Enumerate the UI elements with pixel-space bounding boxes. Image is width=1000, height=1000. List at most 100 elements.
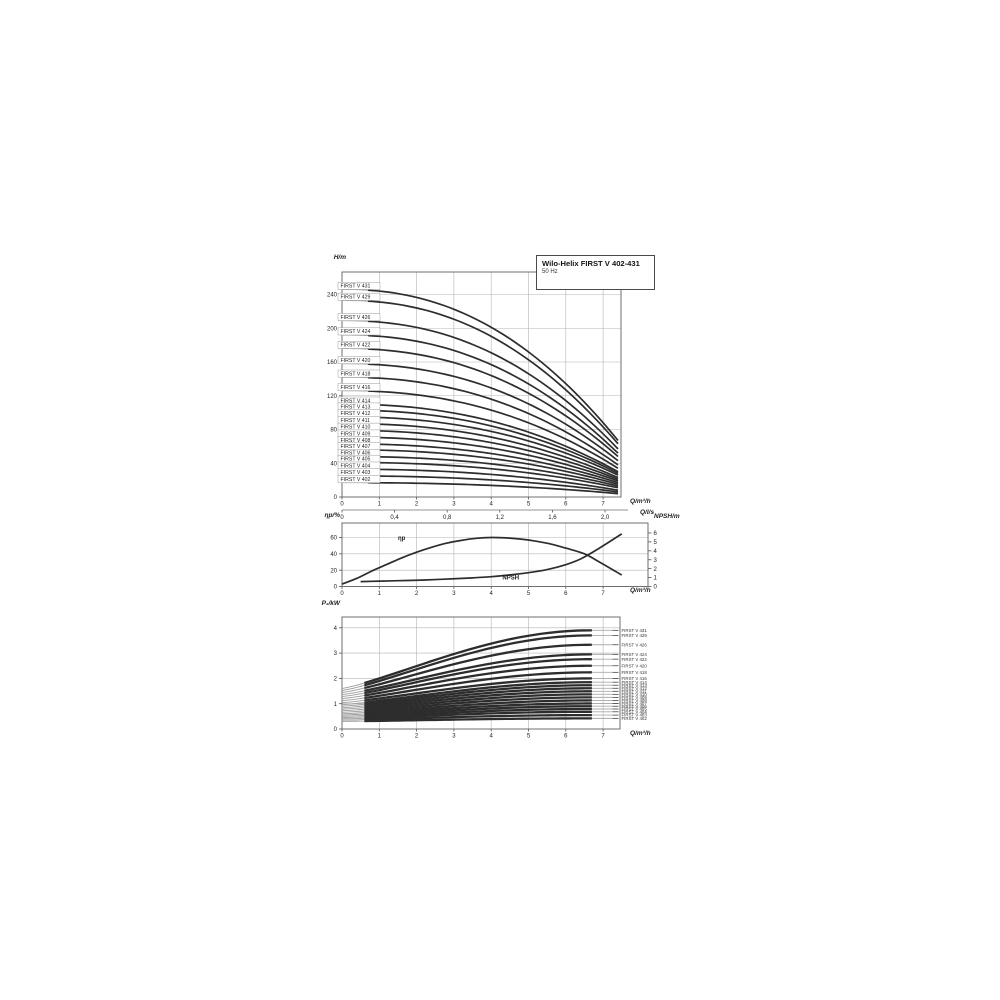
svg-text:40: 40 (330, 461, 337, 467)
svg-text:4: 4 (654, 549, 658, 555)
curve-label-box (337, 383, 381, 391)
curve-label: FIRST V 420 (341, 358, 371, 364)
curve-label: FIRST V 409 (622, 695, 648, 700)
curve-label: FIRST V 424 (622, 652, 648, 657)
svg-text:0: 0 (654, 585, 658, 591)
curve-label: FIRST V 402 (622, 716, 648, 721)
curve-label: FIRST V 407 (341, 444, 371, 450)
svg-text:6: 6 (564, 591, 568, 597)
curve-label: FIRST V 405 (341, 457, 371, 463)
svg-text:6: 6 (564, 734, 568, 740)
curve-label: FIRST V 422 (341, 343, 371, 349)
curve-label: ηp (398, 536, 406, 542)
svg-text:7: 7 (601, 502, 605, 508)
svg-text:80: 80 (330, 428, 337, 434)
power-x-axis-label: Q/m³/h (630, 730, 651, 737)
curve-label: FIRST V 412 (622, 686, 648, 691)
curve-label: FIRST V 424 (341, 329, 371, 335)
curve-label: FIRST V 406 (341, 451, 371, 457)
svg-text:2: 2 (334, 677, 338, 683)
svg-text:240: 240 (327, 293, 338, 299)
svg-text:200: 200 (327, 326, 338, 332)
secondary-x-axis: 0 0,4 0,8 1,2 1,6 2,0 (340, 509, 628, 521)
curve-label-box (337, 292, 381, 301)
curve-label: FIRST V 402 (341, 477, 371, 483)
svg-text:2: 2 (415, 734, 419, 740)
curve-label: FIRST V 422 (622, 657, 648, 662)
grid: 0 1 2 3 4 5 6 7 0 40 80 120 160 200 240 (327, 271, 622, 508)
svg-text:20: 20 (330, 568, 337, 574)
npsh-axis-ticks: 0 1 2 3 4 5 6 (648, 531, 658, 591)
curve-label: FIRST V 411 (622, 689, 648, 694)
svg-text:3: 3 (654, 558, 658, 564)
curve-label: FIRST V 403 (622, 713, 648, 718)
curve-label: FIRST V 420 (622, 663, 648, 668)
svg-text:1: 1 (378, 734, 382, 740)
svg-text:5: 5 (527, 734, 531, 740)
curve-label: FIRST V 431 (341, 284, 371, 290)
curve-label-box (337, 356, 381, 364)
curve-label: FIRST V 409 (341, 431, 371, 437)
curve-label: FIRST V 403 (341, 470, 371, 476)
svg-text:7: 7 (601, 591, 605, 597)
curve-label-box (337, 341, 381, 349)
curve-label: FIRST V 411 (341, 418, 371, 424)
svg-text:4: 4 (490, 591, 494, 597)
svg-text:1: 1 (334, 702, 338, 708)
svg-text:0: 0 (334, 495, 338, 501)
svg-text:0: 0 (340, 502, 344, 508)
curve-label: FIRST V 410 (622, 692, 648, 697)
svg-text:3: 3 (452, 502, 456, 508)
curve-label: NPSH (502, 576, 519, 582)
svg-text:120: 120 (327, 394, 338, 400)
svg-text:1,6: 1,6 (548, 515, 557, 521)
grid: 0 1 2 3 4 5 6 7 0 20 40 60 (330, 522, 649, 597)
svg-text:5: 5 (527, 591, 531, 597)
curve-label: FIRST V 416 (622, 676, 648, 681)
svg-text:40: 40 (330, 552, 337, 558)
head-x2-axis-label: Q/l/s (640, 509, 655, 516)
svg-text:1: 1 (654, 576, 658, 582)
svg-text:2: 2 (415, 591, 419, 597)
curve-label: FIRST V 410 (341, 425, 371, 431)
curve-label: FIRST V 408 (622, 698, 648, 703)
npsh-y-axis-label: NPSH/m (654, 513, 680, 520)
curve-label-box (337, 281, 381, 290)
curve-label-box (337, 313, 381, 321)
curve-label: FIRST V 413 (341, 404, 371, 410)
curve-label: FIRST V 426 (622, 642, 648, 647)
svg-text:4: 4 (490, 502, 494, 508)
curve-label: FIRST V 405 (622, 707, 648, 712)
svg-text:4: 4 (334, 626, 338, 632)
svg-text:2,0: 2,0 (601, 515, 610, 521)
svg-text:2: 2 (415, 502, 419, 508)
svg-text:6: 6 (564, 502, 568, 508)
svg-text:3: 3 (334, 651, 338, 657)
svg-text:2: 2 (654, 567, 658, 573)
curve-label: FIRST V 416 (341, 385, 371, 391)
curve-label: FIRST V 429 (341, 295, 371, 301)
curve-label: FIRST V 429 (622, 633, 648, 638)
curve-label: FIRST V 407 (622, 701, 648, 706)
curve-label-box (337, 327, 381, 336)
head-y-axis-label: H/m (333, 254, 346, 261)
curve-label: FIRST V 431 (622, 628, 648, 633)
svg-text:7: 7 (601, 734, 605, 740)
svg-text:1: 1 (378, 591, 382, 597)
svg-text:0: 0 (334, 727, 338, 733)
curve-label: FIRST V 406 (622, 704, 648, 709)
svg-text:0,4: 0,4 (390, 515, 399, 521)
efficiency-x-axis-label: Q/m³/h (630, 587, 651, 594)
svg-text:0: 0 (340, 515, 344, 521)
svg-text:5: 5 (654, 540, 658, 546)
curve-label: FIRST V 413 (622, 683, 648, 688)
efficiency-y-axis-label: ηp/% (324, 512, 340, 519)
curve-label-box (337, 369, 381, 378)
curve-label-box (337, 475, 381, 483)
svg-text:1,2: 1,2 (496, 515, 505, 521)
svg-text:0: 0 (340, 591, 344, 597)
svg-text:1: 1 (378, 502, 382, 508)
svg-text:0,8: 0,8 (443, 515, 452, 521)
